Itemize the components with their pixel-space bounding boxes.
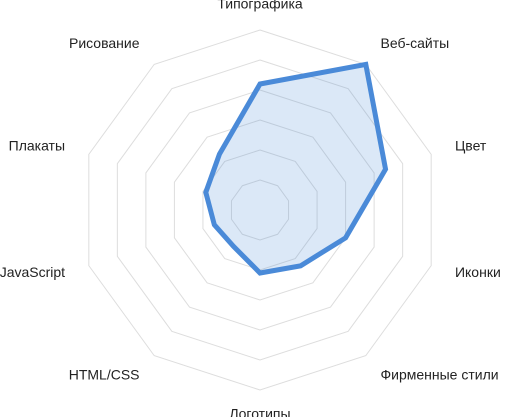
axis-label: JavaScript <box>0 264 65 280</box>
grid-ring <box>116 59 404 361</box>
axis-label: Иконки <box>455 264 501 280</box>
grid-ring <box>145 89 375 331</box>
axis-label: HTML/CSS <box>69 367 140 383</box>
axis-label: Фирменные стили <box>380 367 498 383</box>
axis-label: Рисование <box>69 35 140 51</box>
axis-label: Логотипы <box>229 406 290 417</box>
grid-ring <box>88 29 432 391</box>
axis-label: Типографика <box>217 0 303 12</box>
grid-ring <box>230 179 290 241</box>
axis-label: Цвет <box>455 137 487 153</box>
radar-area <box>203 61 389 276</box>
axis-label: Плакаты <box>9 137 65 153</box>
grid-ring <box>173 119 347 301</box>
axis-label: Веб-сайты <box>380 35 449 51</box>
